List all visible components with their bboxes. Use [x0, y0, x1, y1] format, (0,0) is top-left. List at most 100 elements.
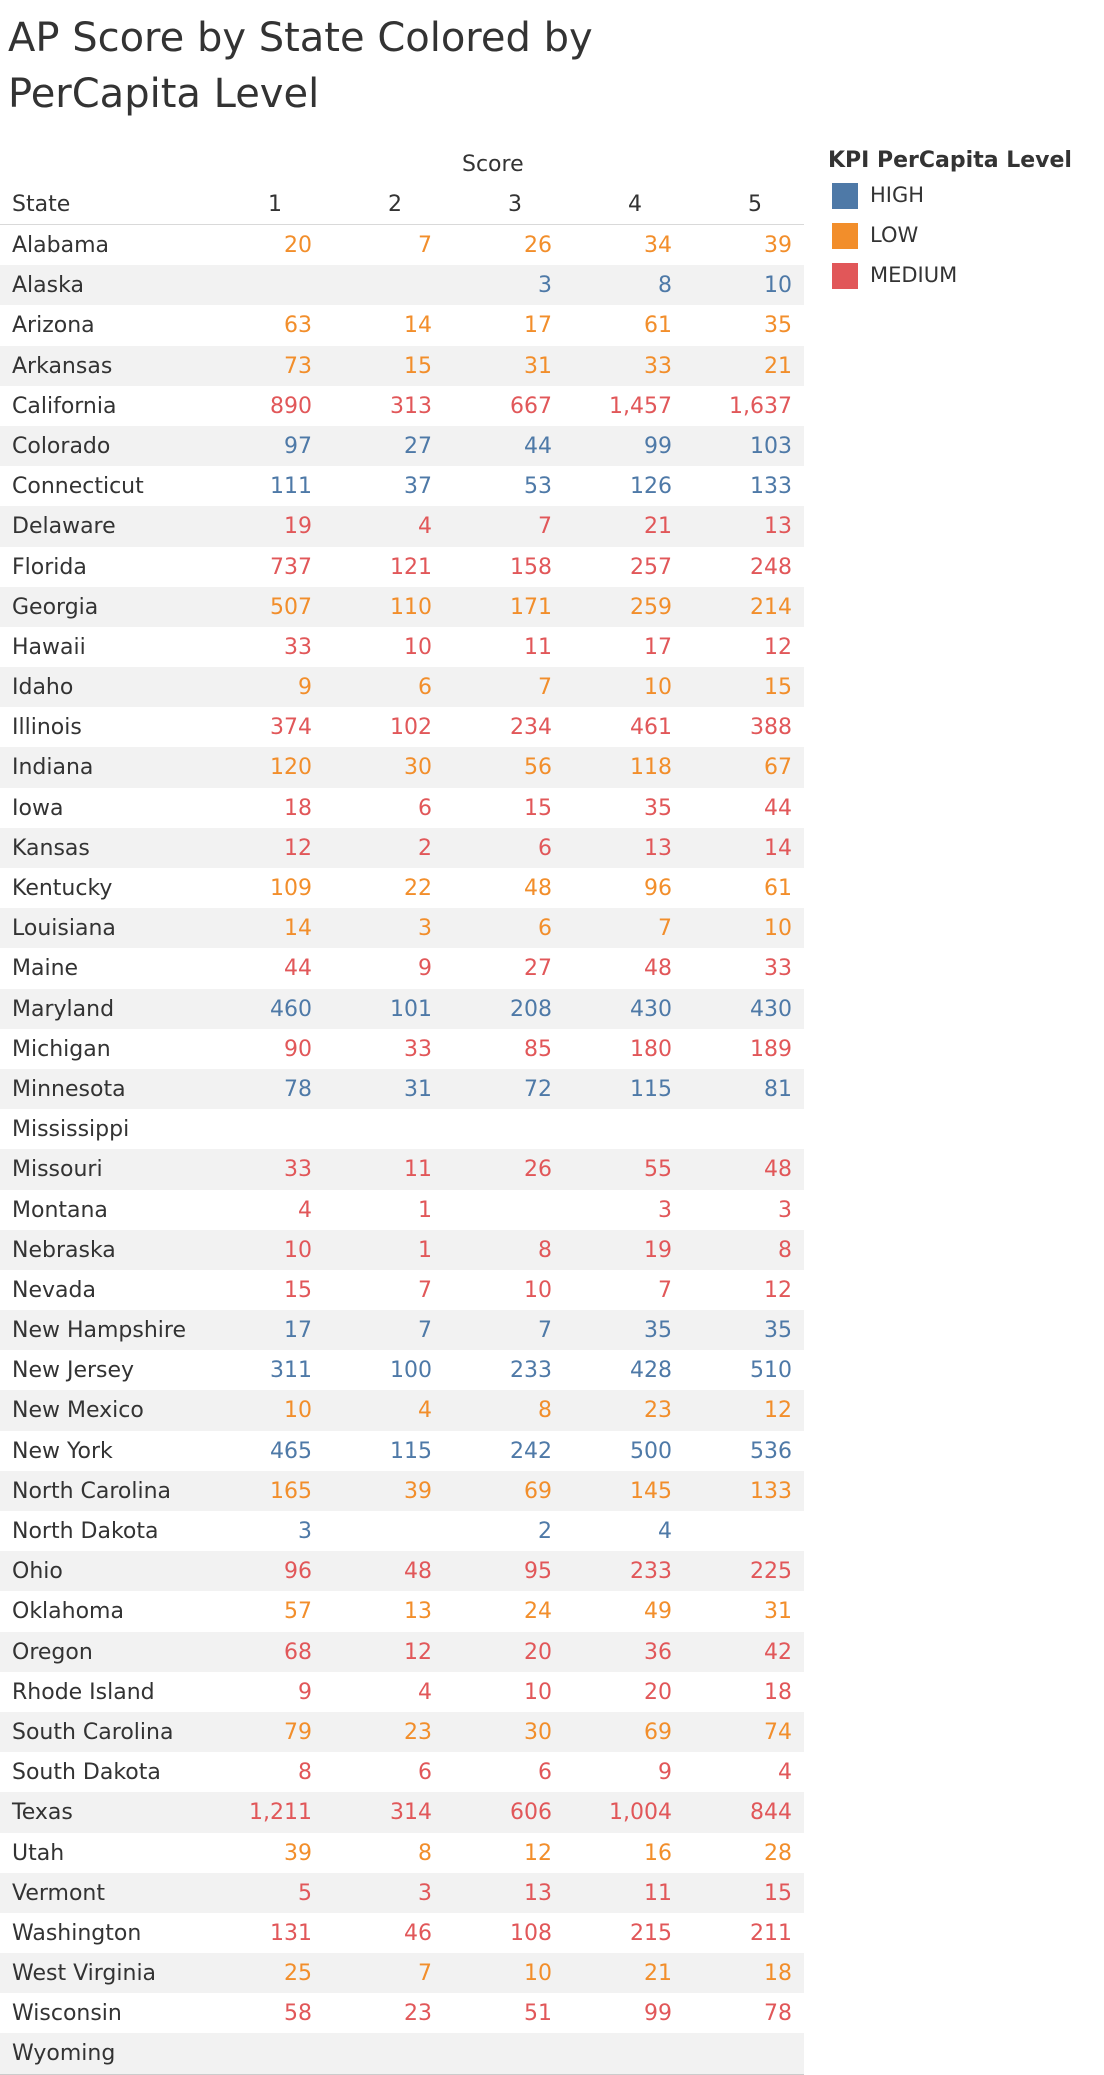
table-row: New York 465 115 242 500 536	[0, 1431, 804, 1471]
state-label: Michigan	[12, 1036, 111, 1062]
state-label: Wisconsin	[12, 2001, 122, 2027]
score-4-value: 3	[658, 1197, 672, 1223]
state-label: Delaware	[12, 514, 116, 540]
score-2-value: 9	[418, 956, 432, 982]
score-2-value: 3	[418, 916, 432, 942]
score-1-value: 73	[284, 353, 312, 379]
state-label: Washington	[12, 1920, 142, 1946]
score-3-value: 10	[524, 1277, 552, 1303]
score-4-value: 99	[644, 2001, 672, 2027]
table-row: Wyoming	[0, 2033, 804, 2074]
score-2-value: 46	[404, 1920, 432, 1946]
score-4-value: 48	[644, 956, 672, 982]
score-2-value: 102	[390, 715, 432, 741]
legend-label: HIGH	[870, 183, 925, 207]
state-label: Alaska	[12, 273, 84, 299]
score-4-value: 257	[630, 554, 672, 580]
state-label: Nebraska	[12, 1237, 116, 1263]
score-2-value: 15	[404, 353, 432, 379]
score-4-value: 21	[644, 1961, 672, 1987]
score-2-value: 13	[404, 1599, 432, 1625]
score-4-value: 7	[658, 1277, 672, 1303]
score-4-value: 1,004	[609, 1800, 672, 1826]
table-row: Texas 1,211 314 606 1,004 844	[0, 1792, 804, 1833]
state-label: Oklahoma	[12, 1599, 124, 1625]
score-4-value: 16	[644, 1840, 672, 1866]
state-label: Georgia	[12, 594, 99, 620]
table-row: New Jersey 311 100 233 428 510	[0, 1350, 804, 1390]
score-2-value: 33	[404, 1036, 432, 1062]
score-1-value: 507	[270, 594, 312, 620]
score-3-value: 10	[524, 1679, 552, 1705]
table-row: Washington 131 46 108 215 211	[0, 1913, 804, 1953]
score-4-value: 17	[644, 634, 672, 660]
score-4-value: 215	[630, 1920, 672, 1946]
table-row: Louisiana 14 3 6 7 10	[0, 908, 804, 949]
table-row: Wisconsin 58 23 51 99 78	[0, 1993, 804, 2033]
state-label: North Carolina	[12, 1478, 172, 1504]
state-label: Rhode Island	[12, 1679, 155, 1705]
score-4-value: 11	[644, 1880, 672, 1906]
table-row: North Dakota 3 2 4	[0, 1511, 804, 1551]
score-5-value: 67	[764, 755, 792, 781]
score-1-value: 10	[284, 1398, 312, 1424]
state-label: Alabama	[12, 233, 110, 258]
score-2-value: 115	[390, 1438, 432, 1464]
table-row: West Virginia 25 7 10 21 18	[0, 1953, 804, 1994]
table-row: Iowa 18 6 15 35 44	[0, 788, 804, 828]
score-1-value: 131	[270, 1920, 312, 1946]
score-5-value: 48	[764, 1157, 792, 1183]
score-5-value: 33	[764, 956, 792, 982]
table-row: Maryland 460 101 208 430 430	[0, 988, 804, 1029]
score-1-value: 311	[270, 1358, 312, 1384]
score-5-value: 133	[750, 474, 792, 500]
state-label: Minnesota	[12, 1076, 126, 1102]
legend-label: MEDIUM	[870, 263, 958, 287]
legend-items: HIGH LOW MEDIUM	[828, 179, 1088, 299]
score-5-value: 35	[764, 313, 792, 339]
score-1-value: 737	[270, 554, 312, 580]
table-row: Oklahoma 57 13 24 49 31	[0, 1591, 804, 1631]
score-1-value: 78	[284, 1076, 312, 1102]
score-3-value: 69	[524, 1478, 552, 1504]
score-4-value: 430	[630, 996, 672, 1022]
table-row: Idaho 9 6 7 10 15	[0, 667, 804, 708]
score-5-value: 388	[750, 715, 792, 741]
state-label: Ohio	[12, 1559, 63, 1585]
table-row: Montana 4 1 3 3	[0, 1190, 804, 1230]
score-1-value: 890	[270, 393, 312, 419]
score-4-value: 49	[644, 1599, 672, 1625]
table-row: Illinois 374 102 234 461 388	[0, 707, 804, 747]
score-5-value: 13	[764, 514, 792, 540]
score-2-value: 11	[404, 1157, 432, 1183]
score-2-value: 101	[390, 996, 432, 1022]
table-row: New Hampshire 17 7 7 35 35	[0, 1310, 804, 1351]
score-5-value: 12	[764, 634, 792, 660]
score-1-value: 120	[270, 755, 312, 781]
legend-item-medium[interactable]: MEDIUM	[828, 259, 1088, 299]
score-5-value: 133	[750, 1478, 792, 1504]
score-3-value: 27	[524, 956, 552, 982]
score-2-value: 23	[404, 2001, 432, 2027]
score-3-value: 20	[524, 1639, 552, 1665]
score-2-value: 6	[418, 1760, 432, 1786]
score-3-value: 30	[524, 1719, 552, 1745]
score-3-value: 7	[538, 1318, 552, 1344]
score-3-value: 26	[524, 233, 552, 258]
state-label: Colorado	[12, 433, 111, 459]
score-2-value: 14	[404, 313, 432, 339]
score-1-value: 39	[284, 1840, 312, 1866]
score-3-value: 158	[510, 554, 552, 580]
score-1-value: 3	[298, 1519, 312, 1544]
score-4-value: 145	[630, 1478, 672, 1504]
legend-item-low[interactable]: LOW	[828, 219, 1088, 259]
score-2-value: 4	[418, 1398, 432, 1424]
score-3-value: 606	[510, 1800, 552, 1826]
score-4-value: 33	[644, 353, 672, 379]
score-1-value: 18	[284, 795, 312, 821]
legend-item-high[interactable]: HIGH	[828, 179, 1088, 219]
score-4-value: 55	[644, 1157, 672, 1183]
score-2-value: 8	[418, 1840, 432, 1866]
score-4-value: 35	[644, 795, 672, 821]
score-5-value: 12	[764, 1277, 792, 1303]
